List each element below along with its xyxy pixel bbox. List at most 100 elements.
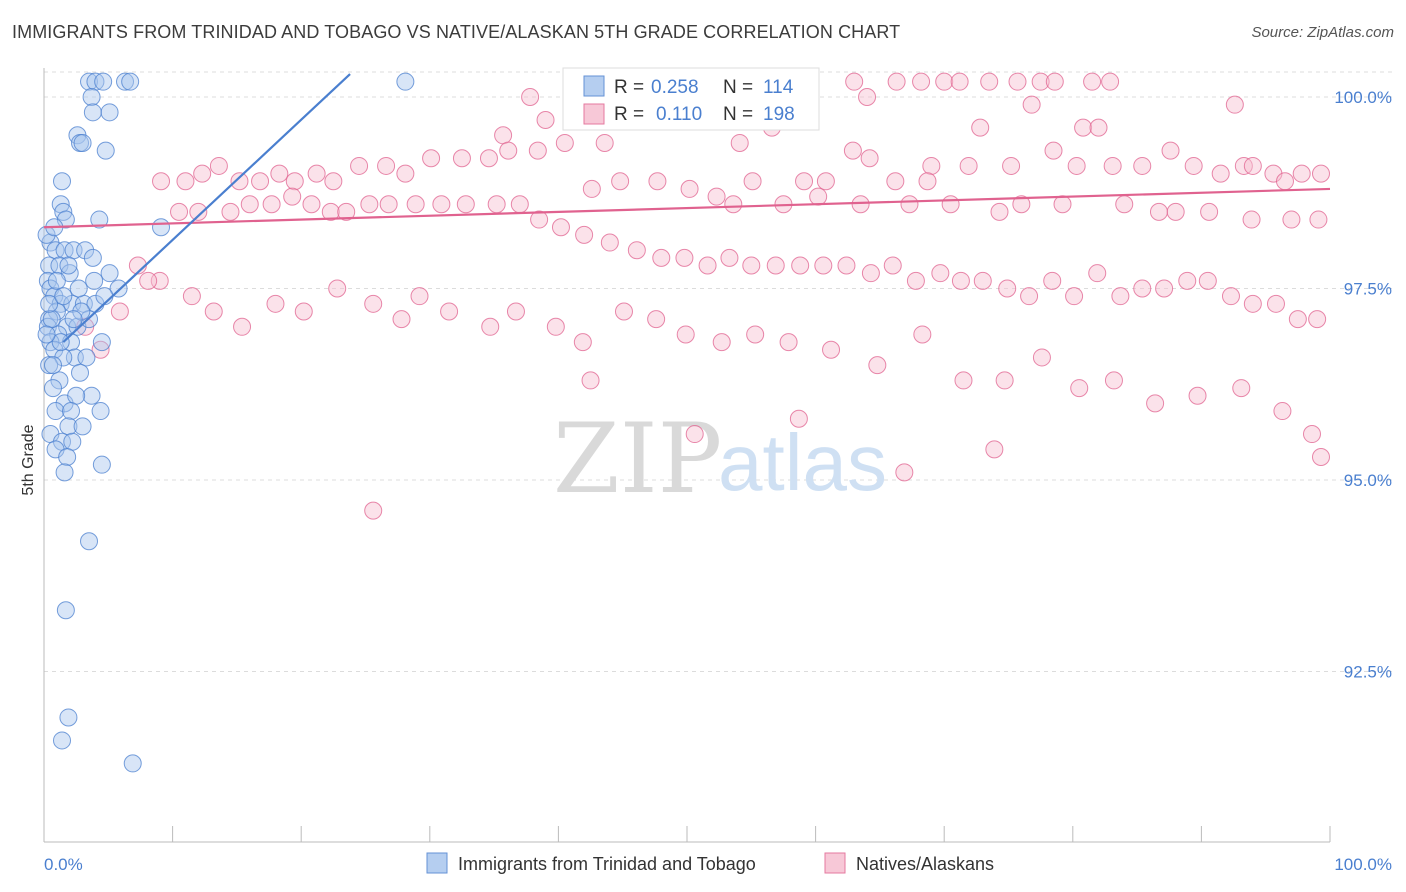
immigrants-point-71 bbox=[80, 532, 99, 551]
natives-point-30 bbox=[922, 156, 941, 175]
natives-point-172 bbox=[1232, 379, 1251, 398]
natives-point-127 bbox=[1043, 271, 1062, 290]
natives-point-29 bbox=[860, 149, 879, 168]
immigrants-point-37 bbox=[95, 287, 114, 306]
natives-point-110 bbox=[652, 248, 671, 267]
natives-point-113 bbox=[720, 248, 739, 267]
natives-point-13 bbox=[858, 88, 877, 106]
natives-point-12 bbox=[1101, 72, 1120, 91]
natives-point-116 bbox=[791, 256, 810, 275]
immigrants-point-25 bbox=[40, 256, 59, 275]
legend-swatch-blue bbox=[426, 852, 448, 874]
natives-point-33 bbox=[1044, 141, 1063, 160]
immigrants-point-84 bbox=[51, 333, 70, 352]
natives-point-44 bbox=[1292, 164, 1311, 183]
natives-point-157 bbox=[647, 310, 666, 329]
trend-line-immigrants bbox=[62, 73, 351, 343]
natives-point-63 bbox=[1012, 195, 1031, 214]
stats-n-label-pink: N = bbox=[723, 104, 753, 125]
natives-point-92 bbox=[240, 195, 259, 214]
natives-point-49 bbox=[886, 172, 905, 191]
trend-lines bbox=[43, 73, 1331, 343]
natives-point-177 bbox=[789, 409, 808, 428]
immigrants-point-29 bbox=[109, 279, 128, 298]
natives-point-95 bbox=[302, 195, 321, 214]
immigrants-point-61 bbox=[91, 402, 110, 421]
natives-point-100 bbox=[406, 195, 425, 214]
natives-point-36 bbox=[1133, 156, 1152, 175]
natives-point-88 bbox=[499, 141, 518, 160]
natives-point-26 bbox=[595, 133, 614, 152]
trend-line-natives bbox=[43, 187, 1331, 229]
natives-point-60 bbox=[900, 195, 919, 214]
natives-point-58 bbox=[809, 187, 828, 206]
immigrants-point-0 bbox=[80, 72, 99, 91]
natives-point-107 bbox=[575, 225, 594, 244]
immigrants-point-22 bbox=[76, 241, 95, 260]
immigrants-point-72 bbox=[56, 601, 75, 620]
legend-swatch-pink bbox=[824, 852, 846, 874]
natives-point-32 bbox=[1002, 156, 1021, 175]
natives-point-71 bbox=[1309, 210, 1328, 229]
natives-point-103 bbox=[487, 195, 506, 214]
natives-point-0 bbox=[521, 88, 540, 106]
natives-point-38 bbox=[1184, 156, 1203, 175]
natives-point-111 bbox=[675, 248, 694, 267]
natives-point-80 bbox=[307, 164, 326, 183]
natives-point-97 bbox=[337, 202, 356, 221]
natives-point-84 bbox=[396, 164, 415, 183]
natives-point-99 bbox=[379, 195, 398, 214]
immigrants-point-8 bbox=[100, 103, 119, 122]
natives-point-119 bbox=[861, 264, 880, 283]
natives-point-75 bbox=[209, 156, 228, 175]
stats-r-label-pink: R = bbox=[614, 104, 644, 125]
natives-point-35 bbox=[1103, 156, 1122, 175]
immigrants-point-77 bbox=[42, 310, 61, 329]
natives-point-87 bbox=[479, 149, 498, 168]
natives-point-22 bbox=[1089, 118, 1108, 137]
natives-point-134 bbox=[1198, 271, 1217, 290]
natives-point-130 bbox=[1111, 287, 1130, 306]
immigrants-point-55 bbox=[44, 379, 63, 398]
natives-point-39 bbox=[1211, 164, 1230, 183]
stats-swatch-blue bbox=[583, 75, 605, 97]
natives-point-48 bbox=[816, 172, 835, 191]
natives-point-104 bbox=[510, 195, 529, 214]
natives-point-180 bbox=[1311, 448, 1330, 467]
immigrants-point-40 bbox=[58, 317, 77, 336]
natives-point-70 bbox=[1282, 210, 1301, 229]
stats-n-value-pink: 198 bbox=[763, 104, 795, 125]
natives-point-146 bbox=[294, 302, 313, 321]
natives-point-185 bbox=[91, 340, 110, 359]
immigrants-point-1 bbox=[86, 72, 105, 91]
immigrants-point-58 bbox=[67, 386, 86, 405]
natives-point-161 bbox=[779, 333, 798, 352]
immigrants-point-3 bbox=[116, 72, 135, 91]
immigrants-point-87 bbox=[54, 287, 73, 306]
natives-point-108 bbox=[600, 233, 619, 252]
natives-point-66 bbox=[1149, 202, 1168, 221]
natives-point-170 bbox=[1146, 394, 1165, 413]
immigrants-point-4 bbox=[121, 72, 140, 91]
watermark: ZIP atlas bbox=[553, 403, 887, 515]
stats-legend: R = 0.258 N = 114 R = 0.110 N = 198 bbox=[562, 67, 820, 131]
natives-point-159 bbox=[712, 333, 731, 352]
immigrants-point-11 bbox=[73, 133, 92, 152]
natives-point-158 bbox=[676, 325, 695, 344]
natives-point-143 bbox=[204, 302, 223, 321]
natives-point-64 bbox=[1053, 195, 1072, 214]
natives-point-41 bbox=[1243, 156, 1262, 175]
natives-point-105 bbox=[530, 210, 549, 229]
natives-point-46 bbox=[743, 172, 762, 191]
natives-point-65 bbox=[1115, 195, 1134, 214]
natives-point-184 bbox=[139, 271, 158, 290]
natives-point-117 bbox=[814, 256, 833, 275]
immigrants-point-12 bbox=[96, 141, 115, 160]
immigrants-point-83 bbox=[44, 356, 63, 375]
immigrants-point-66 bbox=[63, 432, 82, 451]
natives-point-67 bbox=[1166, 202, 1185, 221]
natives-point-175 bbox=[581, 371, 600, 390]
natives-point-162 bbox=[822, 340, 841, 359]
y-tick-label-0: 100.0% bbox=[1334, 88, 1392, 107]
natives-point-168 bbox=[1070, 379, 1089, 398]
